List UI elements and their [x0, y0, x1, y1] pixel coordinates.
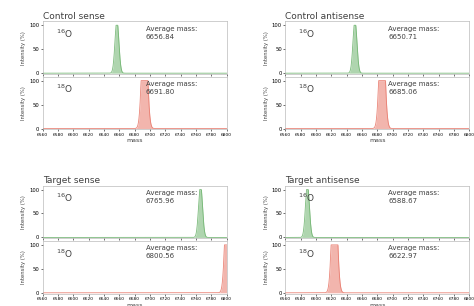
Text: $^{18}$O: $^{18}$O — [298, 83, 315, 95]
Text: $^{18}$O: $^{18}$O — [55, 247, 73, 260]
Text: Average mass:
6656.84: Average mass: 6656.84 — [146, 26, 197, 40]
Text: Average mass:
6691.80: Average mass: 6691.80 — [146, 81, 197, 95]
Y-axis label: Intensity (%): Intensity (%) — [21, 195, 26, 229]
Y-axis label: Intensity (%): Intensity (%) — [21, 251, 26, 284]
Y-axis label: Intensity (%): Intensity (%) — [264, 251, 269, 284]
X-axis label: mass: mass — [369, 303, 385, 306]
Text: Average mass:
6685.06: Average mass: 6685.06 — [388, 81, 440, 95]
Y-axis label: Intensity (%): Intensity (%) — [21, 86, 26, 120]
Text: Target sense: Target sense — [43, 176, 100, 185]
Text: $^{16}$O: $^{16}$O — [55, 192, 73, 204]
X-axis label: mass: mass — [127, 303, 143, 306]
Text: $^{18}$O: $^{18}$O — [298, 247, 315, 260]
Text: Average mass:
6800.56: Average mass: 6800.56 — [146, 245, 197, 259]
Text: Target antisense: Target antisense — [285, 176, 360, 185]
Text: $^{16}$O: $^{16}$O — [298, 28, 315, 40]
Text: Control antisense: Control antisense — [285, 12, 365, 21]
Y-axis label: Intensity (%): Intensity (%) — [264, 195, 269, 229]
Text: Average mass:
6622.97: Average mass: 6622.97 — [388, 245, 440, 259]
Text: Average mass:
6765.96: Average mass: 6765.96 — [146, 190, 197, 204]
X-axis label: mass: mass — [127, 138, 143, 143]
Y-axis label: Intensity (%): Intensity (%) — [21, 31, 26, 65]
Text: $^{18}$O: $^{18}$O — [55, 83, 73, 95]
Text: $^{16}$O: $^{16}$O — [55, 28, 73, 40]
Text: $^{16}$O: $^{16}$O — [298, 192, 315, 204]
Text: Control sense: Control sense — [43, 12, 105, 21]
Text: Average mass:
6650.71: Average mass: 6650.71 — [388, 26, 440, 40]
Y-axis label: Intensity (%): Intensity (%) — [264, 86, 269, 120]
Y-axis label: Intensity (%): Intensity (%) — [264, 31, 269, 65]
X-axis label: mass: mass — [369, 138, 385, 143]
Text: Average mass:
6588.67: Average mass: 6588.67 — [388, 190, 440, 204]
